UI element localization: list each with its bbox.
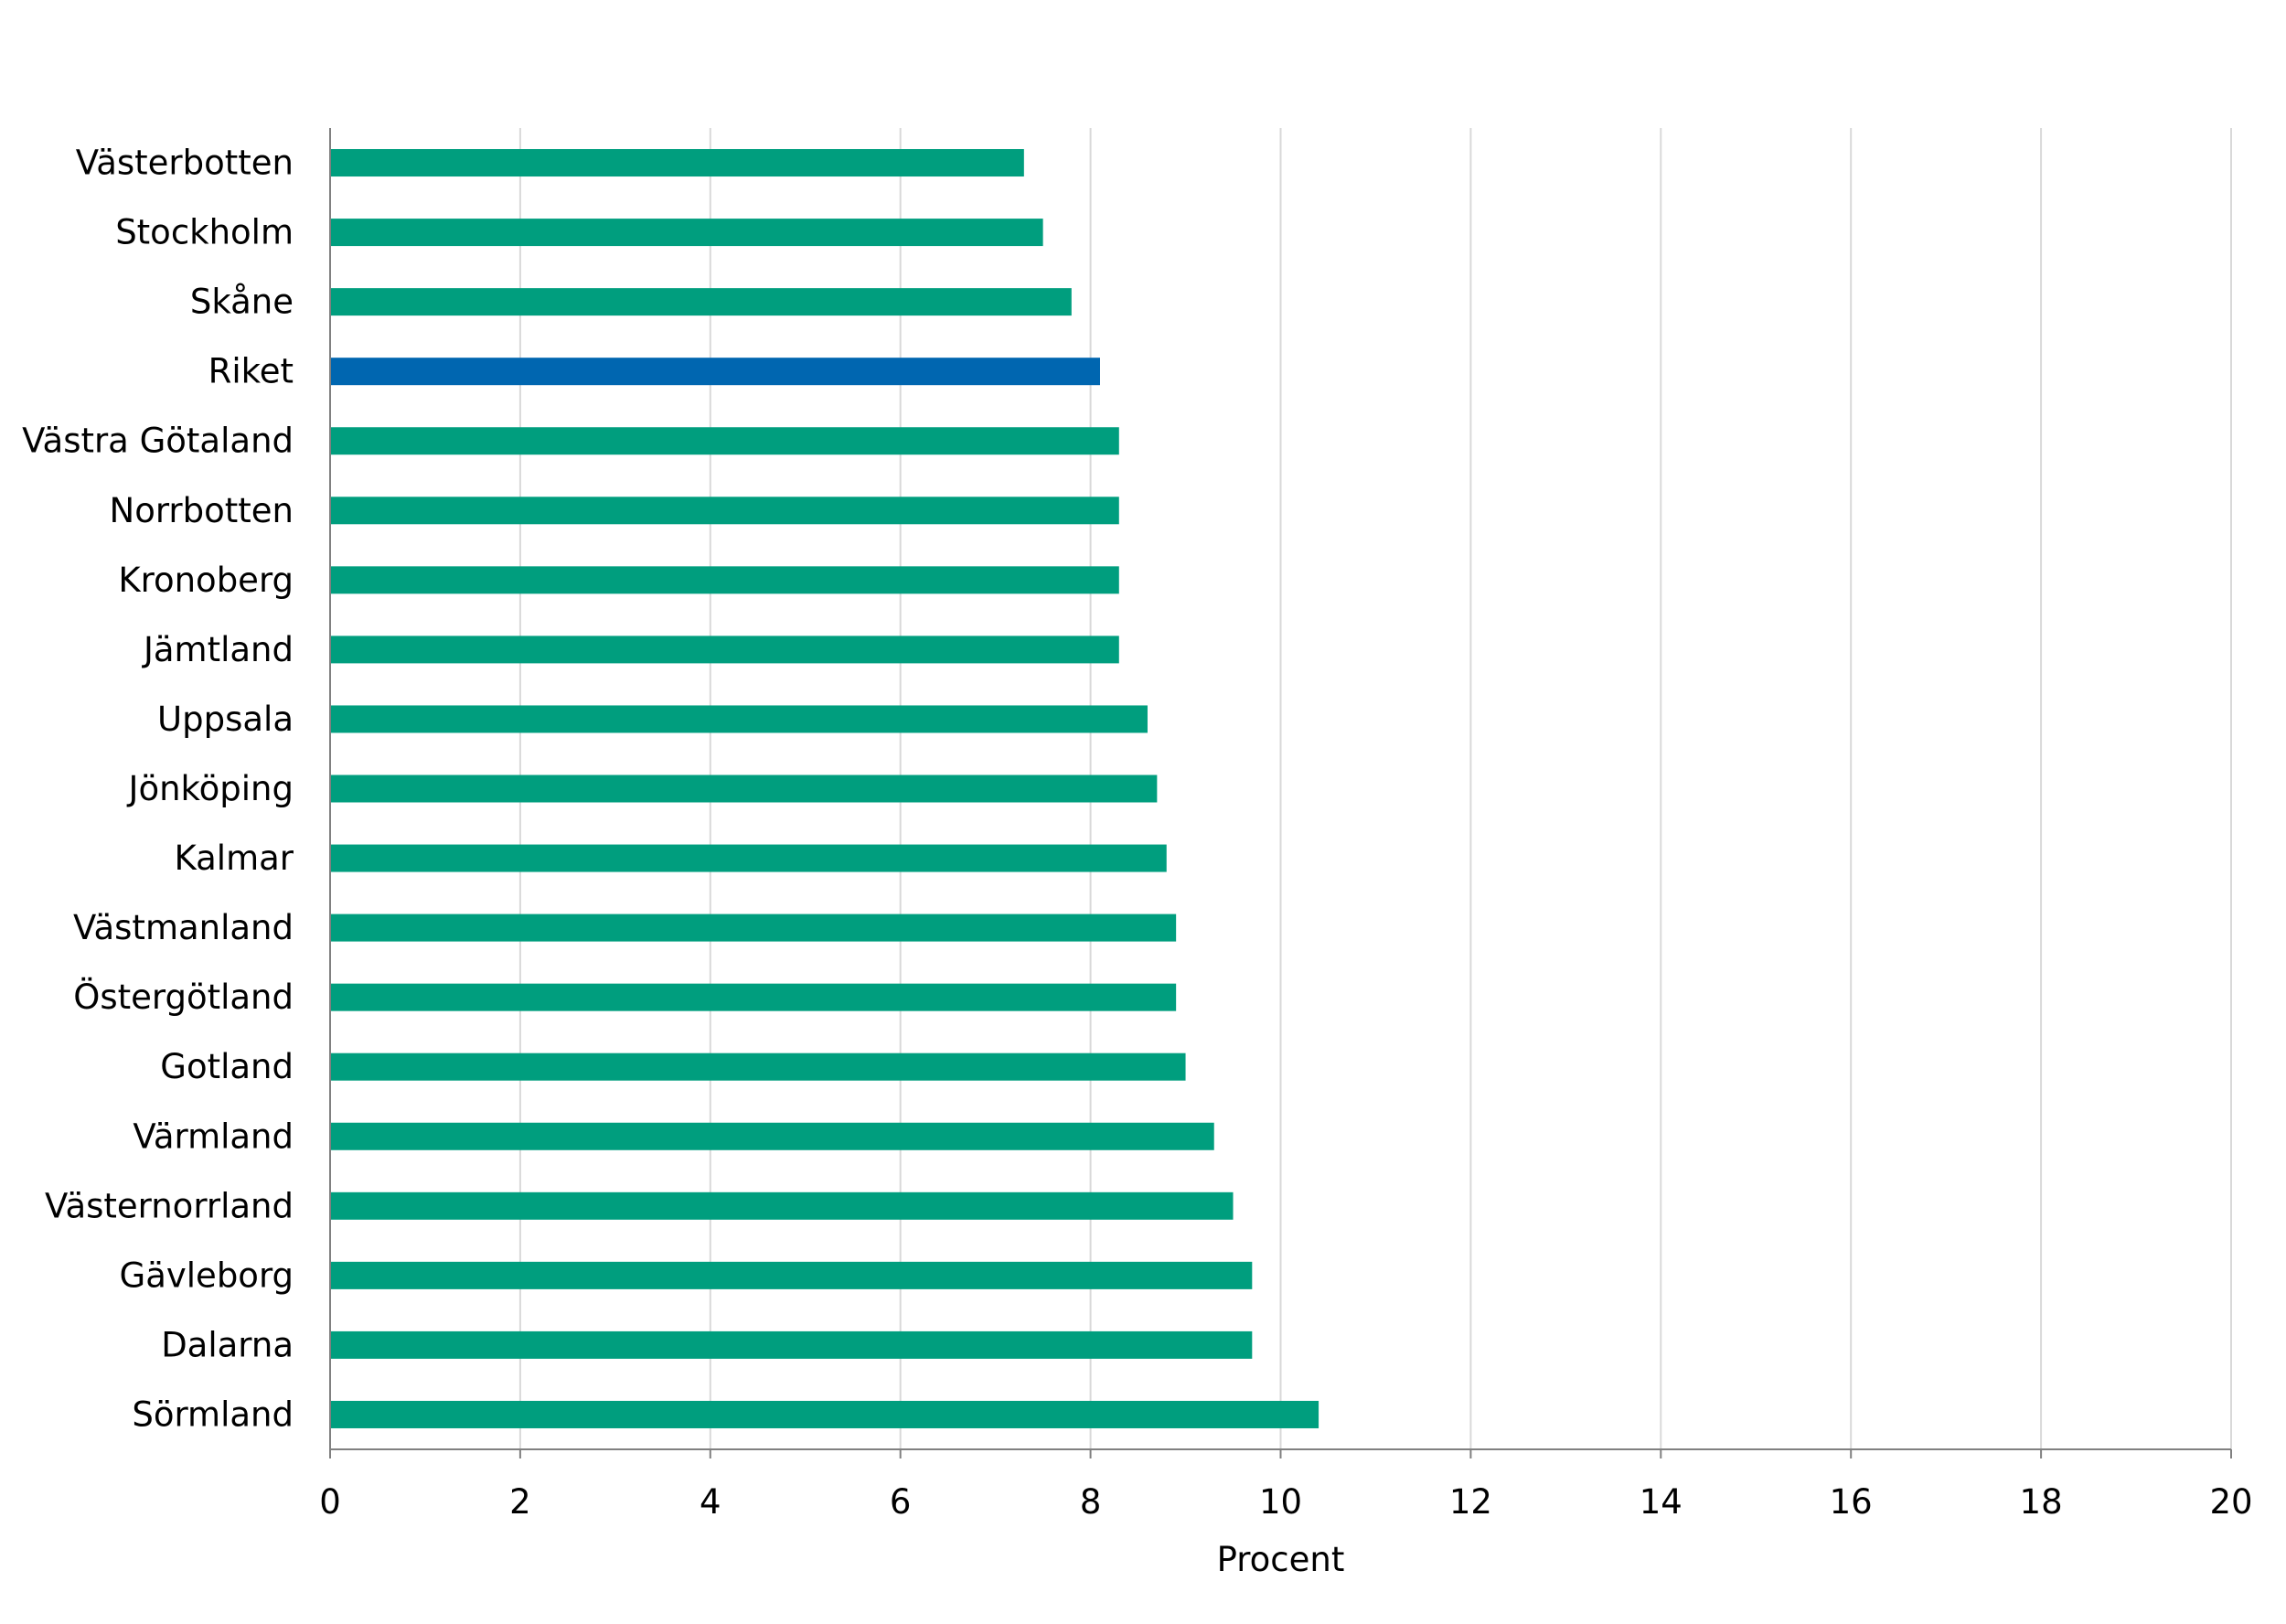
x-tick-label-3: 6	[890, 1482, 912, 1522]
category-label-8: Uppsala	[157, 700, 294, 739]
x-tick-label-1: 2	[509, 1482, 531, 1522]
bar-5	[330, 497, 1119, 525]
x-axis-title: Procent	[1217, 1540, 1345, 1579]
x-tick-label-6: 12	[1449, 1482, 1492, 1522]
category-label-17: Dalarna	[161, 1325, 294, 1364]
x-tick-label-8: 16	[1830, 1482, 1873, 1522]
bar-18	[330, 1400, 1319, 1428]
bar-10	[330, 844, 1167, 872]
category-label-15: Västernorrland	[45, 1186, 294, 1225]
category-label-10: Kalmar	[175, 839, 294, 878]
category-label-12: Östergötland	[73, 978, 294, 1017]
x-tick-label-7: 14	[1640, 1482, 1682, 1522]
bar-1	[330, 219, 1043, 247]
bar-9	[330, 775, 1158, 803]
x-tick-label-5: 10	[1259, 1482, 1302, 1522]
x-axis: 0 2 4 6 8 10 12 14 16 18 20	[319, 128, 2253, 1522]
bar-3	[330, 358, 1100, 386]
bar-11	[330, 914, 1177, 942]
bar-6	[330, 566, 1119, 594]
bar-15	[330, 1191, 1234, 1220]
category-label-6: Kronoberg	[118, 561, 294, 600]
x-tick-label-10: 20	[2209, 1482, 2252, 1522]
bar-8	[330, 705, 1148, 733]
bar-14	[330, 1122, 1214, 1150]
bar-2	[330, 288, 1072, 316]
category-label-7: Jämtland	[142, 630, 294, 669]
category-label-2: Skåne	[190, 283, 294, 322]
bar-12	[330, 983, 1177, 1011]
bar-13	[330, 1052, 1186, 1081]
category-label-13: Gotland	[160, 1047, 294, 1086]
category-label-4: Västra Götaland	[22, 422, 294, 461]
x-tick-label-4: 8	[1080, 1482, 1102, 1522]
x-tick-label-9: 18	[2020, 1482, 2063, 1522]
category-label-16: Gävleborg	[120, 1255, 294, 1295]
bar-17	[330, 1330, 1253, 1359]
category-label-9: Jönköping	[127, 769, 294, 808]
x-tick-label-0: 0	[319, 1482, 341, 1522]
category-labels: Västerbotten Stockholm Skåne Riket Västra Gö…	[22, 144, 294, 1435]
category-label-18: Sörmland	[132, 1394, 294, 1434]
gridlines	[518, 128, 2232, 1449]
bar-7	[330, 636, 1119, 664]
category-label-5: Norrbotten	[110, 491, 294, 530]
bar-0	[330, 149, 1024, 177]
category-label-1: Stockholm	[115, 213, 294, 252]
bar-4	[330, 427, 1119, 455]
category-label-11: Västmanland	[73, 908, 294, 947]
category-label-3: Riket	[208, 352, 294, 391]
bars	[330, 149, 1319, 1428]
x-tick-label-2: 4	[700, 1482, 721, 1522]
category-label-14: Värmland	[133, 1116, 294, 1156]
category-label-0: Västerbotten	[76, 144, 294, 183]
bar-16	[330, 1261, 1253, 1289]
